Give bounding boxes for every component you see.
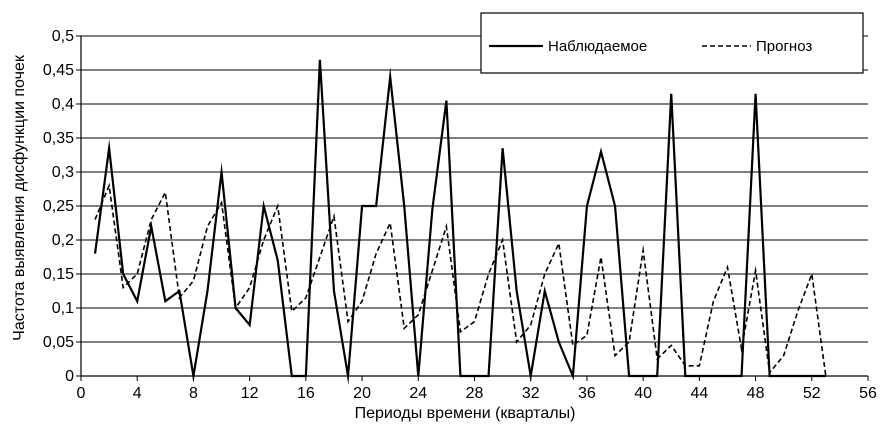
x-tick-label: 12	[241, 385, 259, 402]
x-tick-label: 24	[409, 385, 427, 402]
y-tick-label: 0	[65, 368, 74, 385]
legend-label-forecast: Прогноз	[756, 38, 812, 55]
x-tick-label: 16	[297, 385, 315, 402]
y-tick-label: 0,35	[43, 130, 74, 147]
x-axis-ticks: 0 4 8 12 16 20 24 28 32 36 40 44 48 52 56	[77, 376, 877, 402]
x-tick-label: 20	[353, 385, 371, 402]
y-axis-title: Частота выявления дисфункции почек	[11, 54, 28, 341]
x-tick-label: 36	[578, 385, 596, 402]
y-tick-label: 0,15	[43, 266, 74, 283]
x-tick-label: 32	[522, 385, 540, 402]
y-tick-label: 0,1	[52, 300, 74, 317]
y-tick-label: 0,45	[43, 62, 74, 79]
x-axis-title: Периоды времени (кварталы)	[355, 405, 576, 422]
y-tick-label: 0,3	[52, 164, 74, 181]
x-tick-label: 4	[133, 385, 142, 402]
legend: Наблюдаемое Прогноз	[480, 12, 864, 74]
y-tick-label: 0,2	[52, 232, 74, 249]
y-tick-label: 0,25	[43, 198, 74, 215]
x-tick-label: 52	[803, 385, 821, 402]
x-tick-label: 28	[466, 385, 484, 402]
x-tick-label: 0	[77, 385, 86, 402]
x-tick-label: 44	[690, 385, 708, 402]
y-tick-label: 0,05	[43, 334, 74, 351]
legend-label-observed: Наблюдаемое	[548, 38, 647, 55]
x-tick-label: 40	[634, 385, 652, 402]
y-tick-label: 0,5	[52, 28, 74, 45]
legend-box	[480, 12, 864, 74]
x-tick-label: 48	[747, 385, 765, 402]
series-line-forecast	[94, 182, 827, 377]
x-tick-label: 56	[859, 385, 877, 402]
x-tick-label: 8	[189, 385, 198, 402]
y-axis-ticks: 0 0,05 0,1 0,15 0,2 0,25 0,3 0,35 0,4 0,45 0,5	[43, 28, 81, 385]
y-tick-label: 0,4	[52, 96, 74, 113]
